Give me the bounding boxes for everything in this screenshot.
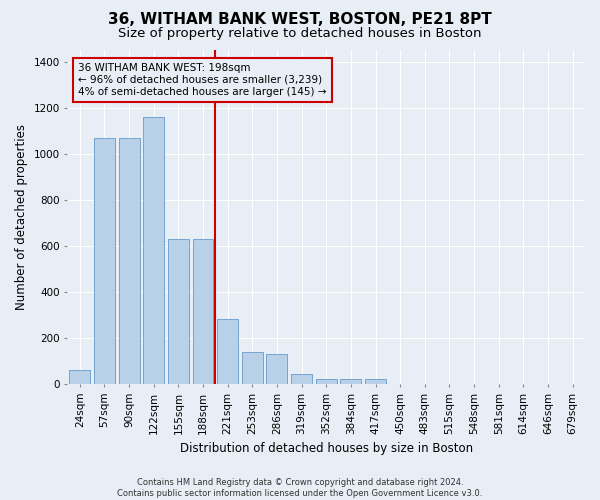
Bar (242, 352, 263, 384)
Text: 36, WITHAM BANK WEST, BOSTON, PE21 8PT: 36, WITHAM BANK WEST, BOSTON, PE21 8PT (108, 12, 492, 28)
Y-axis label: Number of detached properties: Number of detached properties (15, 124, 28, 310)
Bar (266, 354, 287, 384)
X-axis label: Distribution of detached houses by size in Boston: Distribution of detached houses by size … (179, 442, 473, 455)
Text: 36 WITHAM BANK WEST: 198sqm
← 96% of detached houses are smaller (3,239)
4% of s: 36 WITHAM BANK WEST: 198sqm ← 96% of det… (78, 64, 326, 96)
Bar (119, 138, 140, 384)
Bar (365, 380, 386, 384)
Bar (316, 380, 337, 384)
Bar (143, 117, 164, 384)
Bar (193, 239, 214, 384)
Text: Contains HM Land Registry data © Crown copyright and database right 2024.
Contai: Contains HM Land Registry data © Crown c… (118, 478, 482, 498)
Bar (217, 320, 238, 384)
Bar (69, 370, 90, 384)
Text: Size of property relative to detached houses in Boston: Size of property relative to detached ho… (118, 28, 482, 40)
Bar (94, 138, 115, 384)
Bar (291, 374, 312, 384)
Bar (340, 380, 361, 384)
Bar (168, 239, 189, 384)
